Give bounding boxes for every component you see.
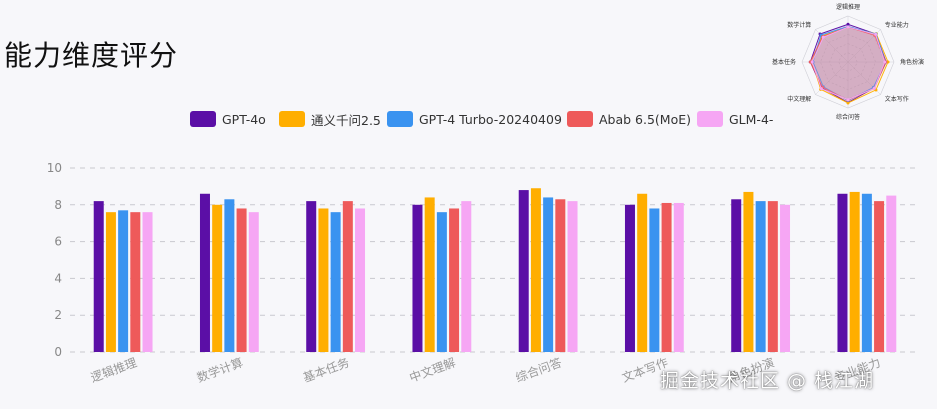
bar[interactable]: [624, 204, 635, 352]
watermark: 掘金技术社区 @ 栈江湖: [660, 370, 875, 392]
bar[interactable]: [224, 199, 235, 352]
bar[interactable]: [567, 201, 578, 352]
y-tick-label: 4: [54, 271, 62, 285]
bar[interactable]: [105, 212, 116, 352]
bar[interactable]: [673, 202, 684, 352]
x-tick-label: 逻辑推理: [89, 355, 139, 385]
bar[interactable]: [142, 212, 153, 352]
bar[interactable]: [530, 188, 541, 352]
legend-item[interactable]: Abab 6.5(MoE): [567, 108, 691, 130]
radar-point: [819, 87, 823, 91]
page-title: 能力维度评分: [4, 39, 179, 72]
bar[interactable]: [412, 204, 423, 352]
bar[interactable]: [886, 195, 897, 352]
radar-point: [874, 32, 878, 36]
y-tick-label: 10: [47, 161, 62, 175]
x-tick-label: 中文理解: [407, 355, 457, 386]
radar-point: [883, 60, 887, 64]
radar-axis-label: 逻辑推理: [836, 3, 860, 11]
bar[interactable]: [306, 201, 317, 352]
bar[interactable]: [449, 208, 460, 352]
bar[interactable]: [236, 208, 247, 352]
chart-legend: GPT-4o 通义千问2.5 GPT-4 Turbo-20240409 Abab 6.…: [0, 108, 937, 130]
radar-point: [846, 22, 850, 26]
bar[interactable]: [342, 201, 353, 352]
bar[interactable]: [355, 208, 366, 352]
bar[interactable]: [661, 202, 672, 352]
bar[interactable]: [130, 212, 141, 352]
bar[interactable]: [318, 208, 329, 352]
legend-item[interactable]: 通义千问2.5: [279, 108, 381, 130]
bar[interactable]: [424, 197, 435, 352]
legend-swatch: [567, 111, 593, 127]
bar[interactable]: [330, 212, 341, 352]
bar[interactable]: [199, 193, 210, 352]
y-tick-label: 0: [54, 345, 62, 359]
legend-item[interactable]: GLM-4-: [697, 108, 773, 130]
legend-label: Abab 6.5(MoE): [599, 111, 692, 127]
bar[interactable]: [780, 204, 791, 352]
bar[interactable]: [212, 204, 223, 352]
legend-item[interactable]: GPT-4o: [190, 108, 266, 130]
bar[interactable]: [93, 201, 104, 352]
bar[interactable]: [637, 193, 648, 352]
radar-point: [810, 60, 814, 64]
radar-point: [846, 98, 850, 102]
bar[interactable]: [118, 210, 129, 352]
radar-axis-label: 文本写作: [885, 95, 909, 103]
legend-label: GLM-4-: [729, 111, 774, 127]
bar[interactable]: [543, 197, 554, 352]
legend-swatch: [387, 111, 413, 127]
radar-axis-label: 中文理解: [787, 95, 811, 103]
legend-swatch: [697, 111, 723, 127]
x-tick-label: 综合问答: [513, 355, 563, 386]
legend-item[interactable]: GPT-4 Turbo-20240409: [387, 108, 562, 130]
x-tick-label: 基本任务: [301, 355, 351, 386]
radar-axis-label: 角色扮演: [900, 58, 924, 66]
bar[interactable]: [436, 212, 447, 352]
bar[interactable]: [461, 201, 472, 352]
radar-point: [886, 60, 890, 64]
bar[interactable]: [849, 191, 860, 352]
bar[interactable]: [248, 212, 259, 352]
bar[interactable]: [755, 201, 766, 352]
legend-label: 通义千问2.5: [311, 112, 381, 128]
radar-axis-label: 数学计算: [787, 21, 811, 29]
legend-label: GPT-4o: [222, 111, 266, 127]
radar-point: [821, 35, 825, 39]
radar-axis-label: 基本任务: [772, 58, 796, 66]
bar[interactable]: [874, 201, 885, 352]
legend-label: GPT-4 Turbo-20240409: [419, 111, 562, 127]
radar-axis-label: 综合问答: [836, 113, 860, 121]
y-tick-label: 8: [54, 198, 62, 212]
bar[interactable]: [837, 193, 848, 352]
y-tick-label: 2: [54, 308, 62, 322]
bar[interactable]: [767, 201, 778, 352]
radar-point: [846, 25, 850, 29]
bar[interactable]: [743, 191, 754, 352]
x-tick-label: 数学计算: [195, 355, 245, 386]
bar[interactable]: [518, 190, 529, 352]
legend-swatch: [279, 111, 305, 127]
bar[interactable]: [861, 193, 872, 352]
bar[interactable]: [649, 208, 660, 352]
radar-point: [872, 86, 876, 90]
radar-axis-label: 专业能力: [885, 21, 909, 29]
y-tick-label: 6: [54, 235, 62, 249]
bar[interactable]: [555, 199, 566, 352]
bar[interactable]: [731, 199, 742, 352]
legend-swatch: [190, 111, 216, 127]
radar-point: [846, 101, 850, 105]
